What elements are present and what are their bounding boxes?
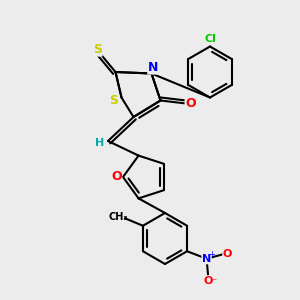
Text: O: O: [223, 249, 232, 259]
Text: +: +: [208, 250, 215, 259]
Text: H: H: [95, 137, 104, 148]
Text: Cl: Cl: [204, 34, 216, 44]
Text: O: O: [203, 276, 213, 286]
Text: O: O: [111, 170, 122, 184]
Text: O: O: [185, 97, 196, 110]
Text: N: N: [148, 61, 158, 74]
Text: ⁻: ⁻: [211, 277, 216, 287]
Text: S: S: [110, 94, 118, 107]
Text: CH₃: CH₃: [109, 212, 128, 222]
Text: S: S: [93, 43, 102, 56]
Text: N: N: [202, 254, 211, 264]
